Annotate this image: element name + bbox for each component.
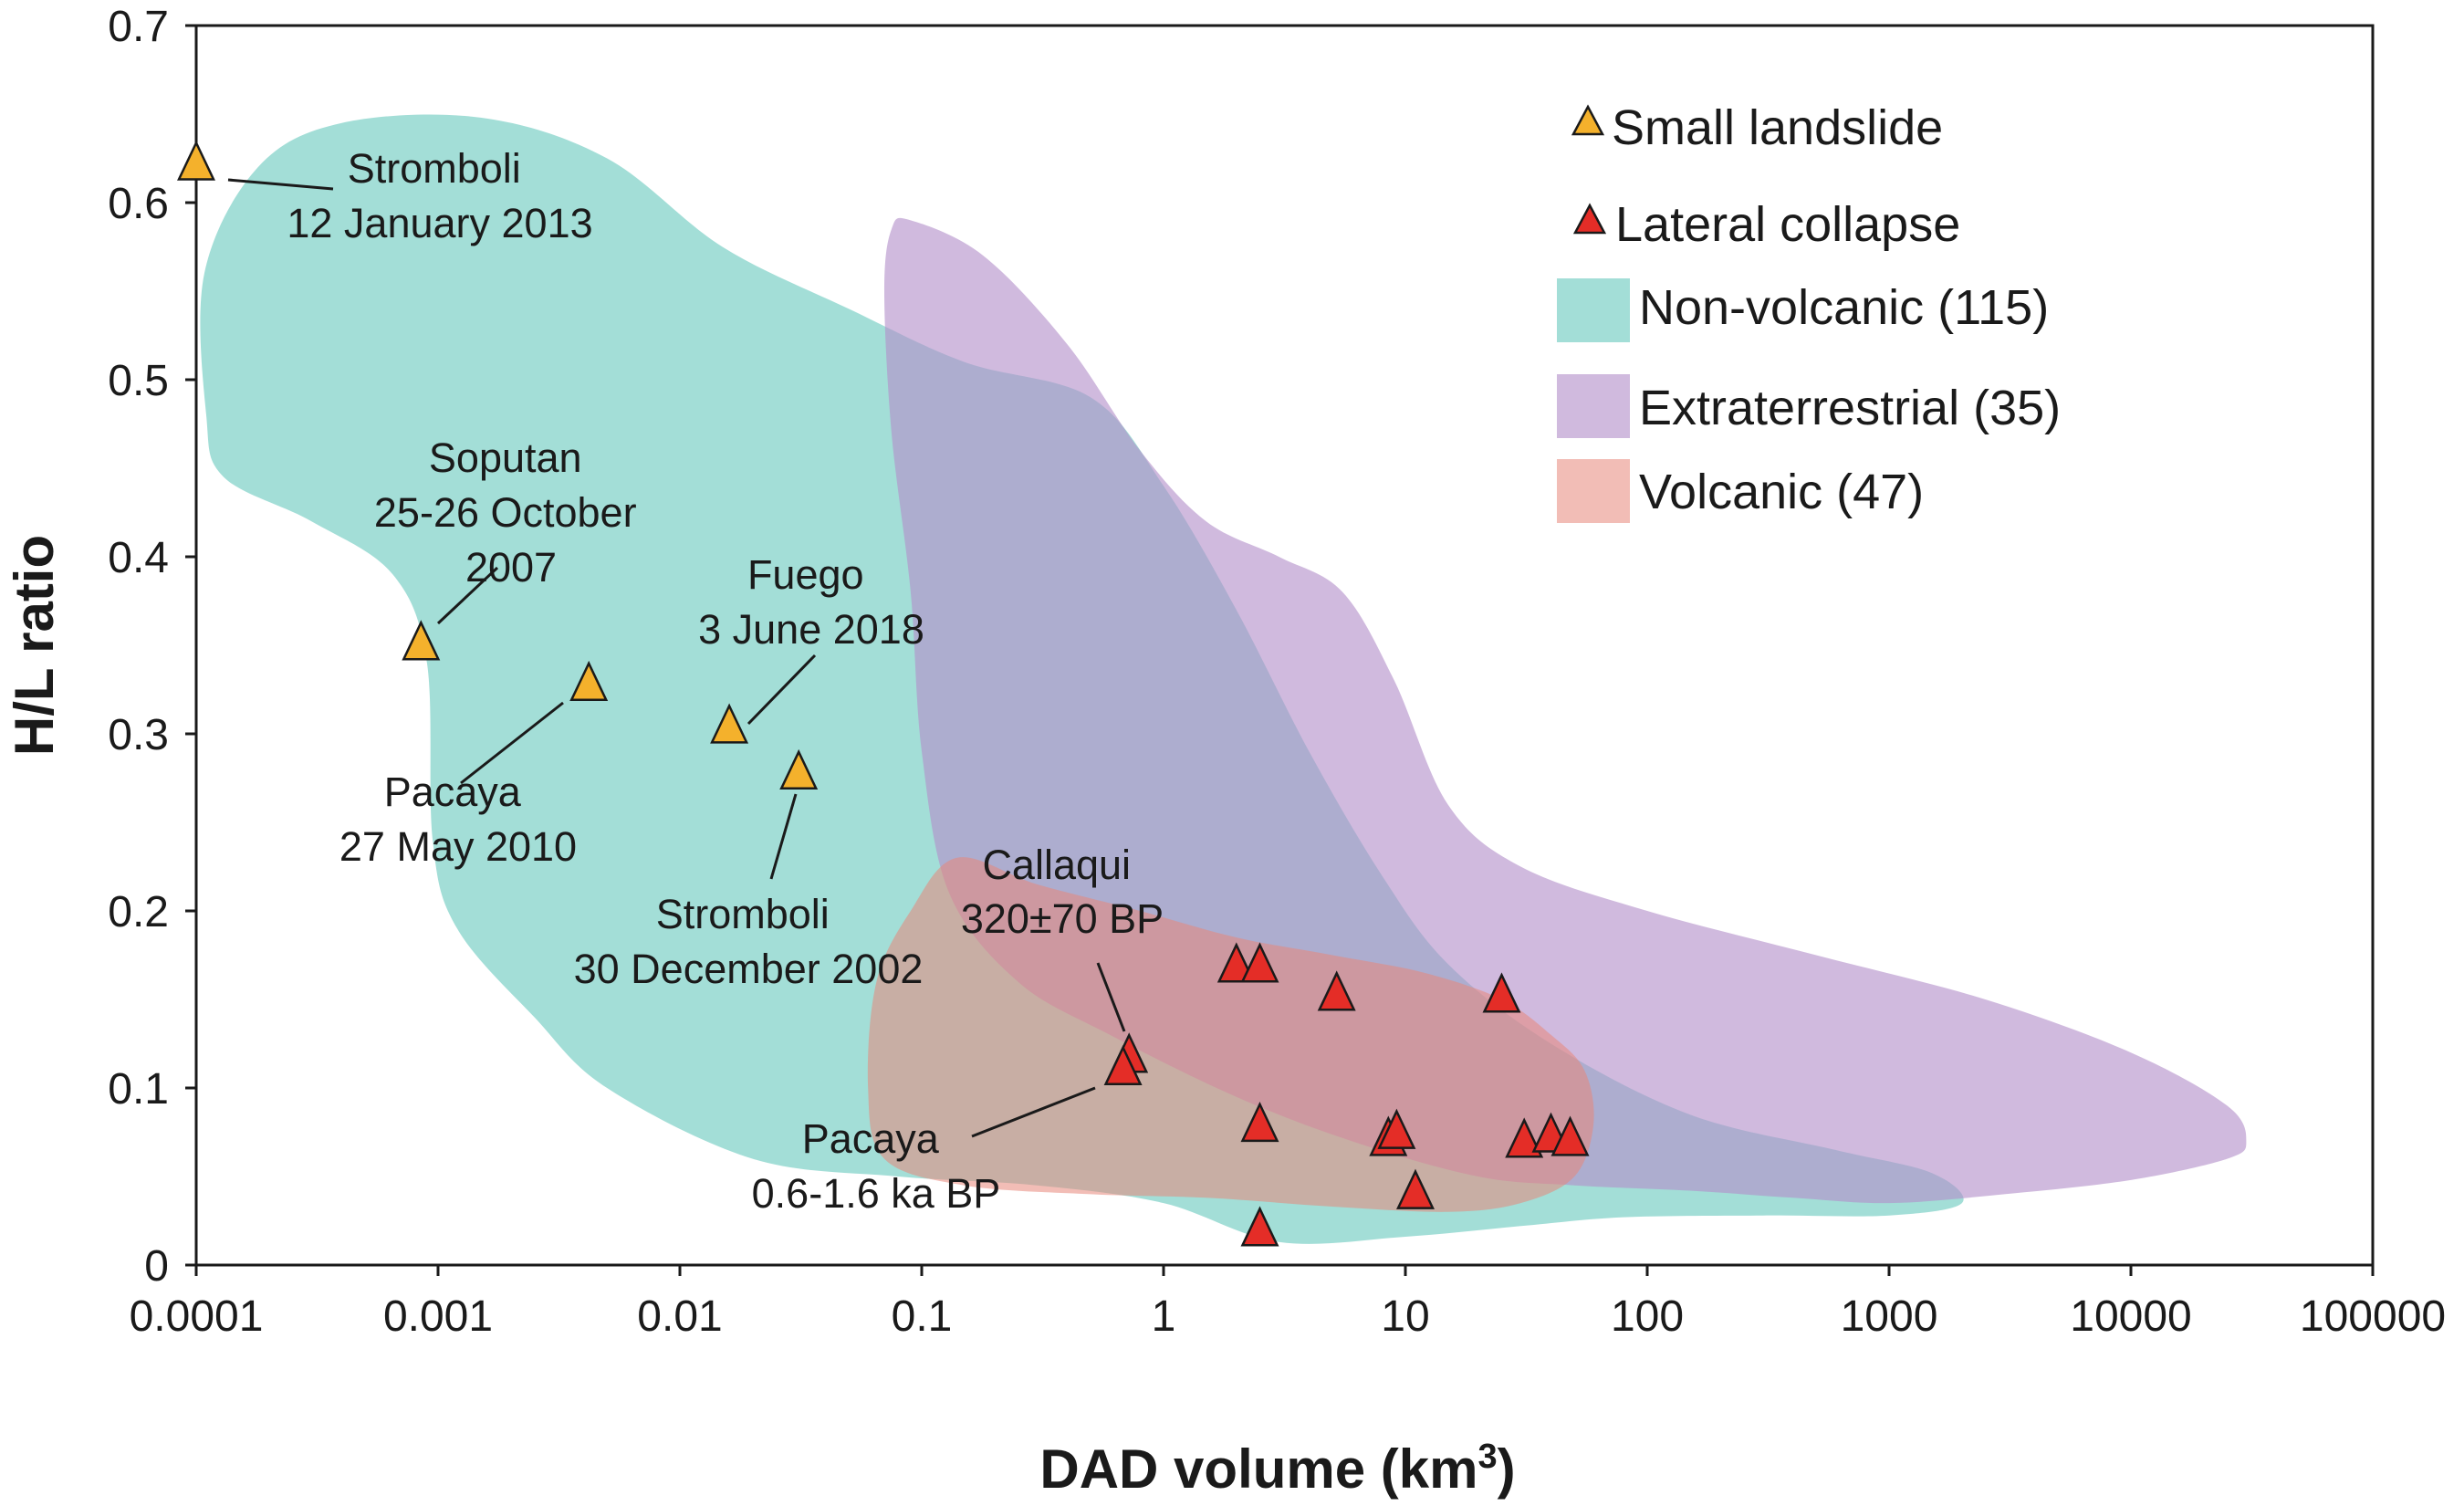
y-axis-ticks: 0 0.1 0.2 0.3 0.4 0.5 0.6 0.7 (108, 3, 196, 1291)
axes: 0.0001 0.001 0.01 0.1 1 10 100 1000 10000 100000 … (108, 3, 2446, 1341)
y-tick-label: 0.1 (108, 1065, 169, 1114)
x-tick-label: 100 (1611, 1292, 1684, 1341)
y-tick-label: 0.7 (108, 3, 169, 51)
lateral-collapse-marker (1240, 942, 1279, 983)
small-landslide-marker (177, 140, 215, 181)
annotation-leader-lines (227, 178, 1126, 1138)
lateral-collapse-marker (1482, 972, 1521, 1013)
legend: Small landslide Lateral collapse Non-vol… (1557, 100, 2061, 523)
x-tick-label: 0.01 (637, 1292, 722, 1341)
markers-layer (177, 140, 1590, 1247)
small-landslide-marker (569, 660, 609, 702)
y-tick-label: 0.5 (108, 357, 169, 405)
annotation-callaqui: Callaqui 320±70 BP (961, 842, 1164, 942)
regions-layer (200, 114, 2247, 1244)
legend-marker-lateral-collapse (1572, 203, 1607, 235)
x-tick-label: 10000 (2070, 1292, 2191, 1341)
lateral-collapse-marker (1377, 1108, 1416, 1149)
legend-label-lateral-collapse: Lateral collapse (1615, 197, 1960, 252)
y-tick-label: 0.4 (108, 534, 169, 582)
x-tick-label: 0.1 (892, 1292, 953, 1341)
x-tick-label: 0.0001 (130, 1292, 264, 1341)
region-volcanic (867, 857, 1594, 1212)
legend-swatch-volcanic (1557, 459, 1630, 523)
y-axis-title: H/L ratio (4, 535, 65, 756)
legend-label-non-volcanic: Non-volcanic (115) (1639, 280, 2049, 335)
legend-label-volcanic: Volcanic (47) (1639, 465, 1924, 519)
lateral-collapse-marker (1550, 1115, 1590, 1156)
x-tick-label: 10 (1381, 1292, 1429, 1341)
legend-swatch-non-volcanic (1557, 278, 1630, 342)
legend-label-extraterrestrial: Extraterrestrial (35) (1639, 381, 2061, 435)
leader-stromboli-2002 (769, 793, 798, 880)
annotation-pacaya-prehistoric: Pacaya 0.6-1.6 ka BP (752, 1115, 1001, 1217)
annotations: Stromboli 12 January 2013 Soputan 25-26 … (287, 145, 1164, 1217)
lateral-collapse-marker (1240, 1206, 1279, 1247)
annotation-stromboli-2013: Stromboli 12 January 2013 (287, 145, 592, 246)
lateral-collapse-marker (1396, 1168, 1435, 1209)
y-tick-label: 0.6 (108, 180, 169, 228)
leader-fuego (747, 654, 817, 726)
lateral-collapse-marker (1216, 942, 1256, 983)
x-tick-label: 0.001 (383, 1292, 493, 1341)
y-tick-label: 0.2 (108, 888, 169, 936)
annotation-pacaya-2010: Pacaya 27 May 2010 (339, 769, 577, 870)
lateral-collapse-marker (1505, 1117, 1544, 1158)
x-axis-title: DAD volume (km3) (1039, 1438, 1515, 1500)
small-landslide-marker (710, 703, 749, 744)
leader-stromboli-2013 (227, 178, 334, 191)
leader-pacaya-prehistoric (971, 1086, 1096, 1138)
lateral-collapse-marker (1240, 1101, 1279, 1143)
small-landslide-marker (779, 748, 819, 790)
small-landslide-marker (402, 620, 441, 661)
leader-soputan (436, 566, 499, 625)
x-tick-label: 1000 (1841, 1292, 1938, 1341)
x-tick-label: 1 (1152, 1292, 1176, 1341)
annotation-soputan-2007: Soputan 25-26 October 2007 (374, 434, 648, 591)
annotation-fuego-2018: Fuego 3 June 2018 (698, 551, 924, 653)
y-tick-label: 0.3 (108, 711, 169, 759)
x-tick-label: 100000 (2300, 1292, 2446, 1341)
plot-frame (194, 24, 2375, 1267)
x-axis-ticks: 0.0001 0.001 0.01 0.1 1 10 100 1000 10000 100000 (130, 1265, 2446, 1341)
leader-callaqui (1096, 962, 1126, 1032)
y-tick-label: 0 (144, 1242, 169, 1291)
legend-marker-small-landslide (1571, 104, 1605, 136)
lateral-collapse-marker (1317, 970, 1356, 1011)
legend-label-small-landslide: Small landslide (1612, 100, 1943, 155)
annotation-stromboli-2002: Stromboli 30 December 2002 (574, 891, 924, 992)
lateral-collapse-marker (1103, 1044, 1143, 1086)
leader-pacaya-2010 (460, 701, 564, 785)
legend-swatch-extraterrestrial (1557, 374, 1630, 438)
